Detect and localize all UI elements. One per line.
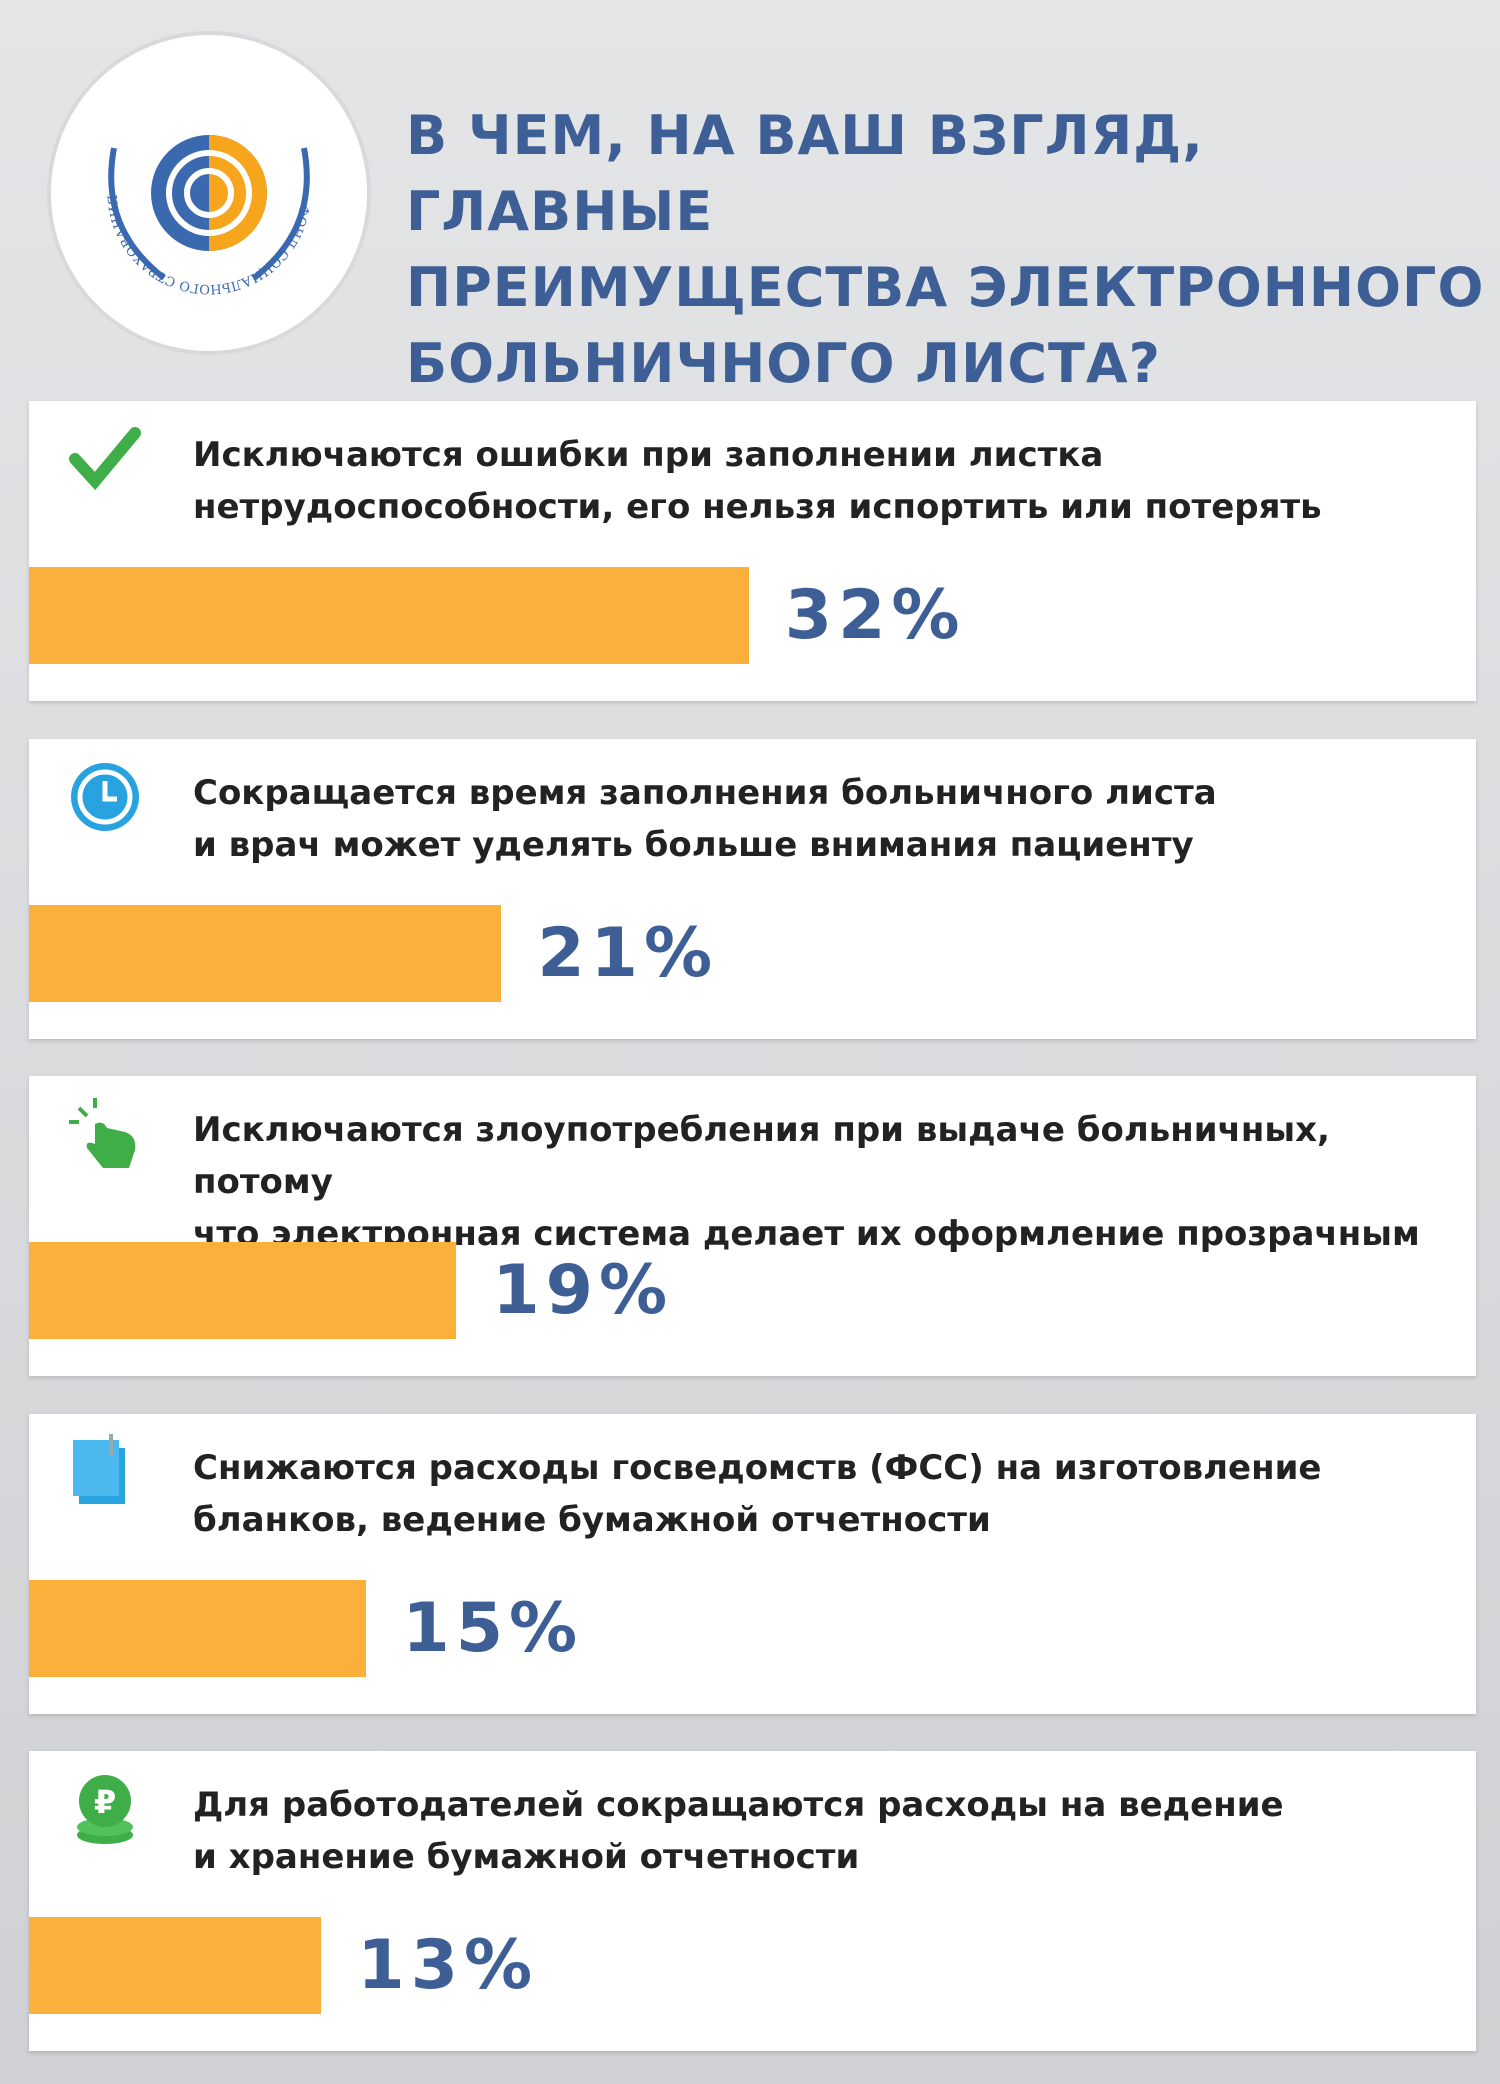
card: Сокращается время заполнения больничного… <box>29 738 1476 1039</box>
value-label: 19% <box>492 1251 674 1330</box>
svg-text:₽: ₽ <box>94 1783 116 1821</box>
icon: ₽ <box>77 1775 133 1844</box>
logo: ФОНД СОЦИАЛЬНОГО СТРАХОВАНИЯ РОССИЙСКОЙ … <box>44 28 371 355</box>
value-label: 21% <box>537 913 719 993</box>
category-label: Исключаются ошибки при заполнении листка… <box>193 435 1322 527</box>
card: Исключаются ошибки при заполнении листка… <box>29 401 1476 701</box>
category-label: Для работодателей сокращаются расходы на… <box>193 1785 1284 1877</box>
bar <box>29 1917 322 2014</box>
category-label: Исключаются злоупотребления при выдаче б… <box>193 1110 1420 1254</box>
bar <box>29 904 502 1002</box>
icon <box>73 1433 125 1504</box>
chart-title: В ЧЕМ, НА ВАШ ВЗГЛЯД, ГЛАВНЫЕ ПРЕИМУЩЕСТ… <box>406 104 1485 395</box>
icon <box>71 762 139 831</box>
icon <box>69 1098 136 1168</box>
bar <box>29 1579 367 1677</box>
bar <box>29 1242 457 1339</box>
card: ₽ Для работодателей сокращаются расходы н… <box>29 1751 1476 2051</box>
card: Снижаются расходы госведомств (ФСС) на и… <box>29 1413 1476 1714</box>
value-label: 13% <box>357 1926 539 2005</box>
card: Исключаются злоупотребления при выдаче б… <box>29 1076 1476 1376</box>
value-label: 15% <box>402 1588 584 1668</box>
icon <box>69 427 141 491</box>
category-label: Снижаются расходы госведомств (ФСС) на и… <box>193 1447 1322 1540</box>
bar <box>29 567 749 664</box>
value-label: 32% <box>784 576 966 655</box>
category-label: Сокращается время заполнения больничного… <box>193 772 1217 865</box>
